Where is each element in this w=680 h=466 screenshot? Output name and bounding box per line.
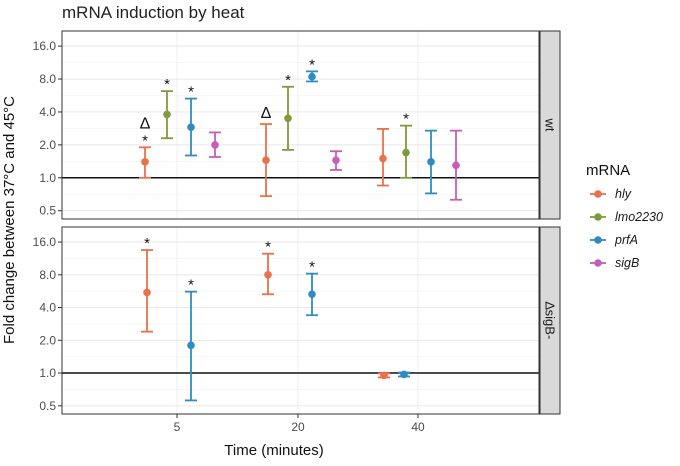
y-tick-label: 2.0 xyxy=(39,138,56,152)
panel-sigb: 0.5 1.0 2.0 4.0 8.0 16.0 * * * * ∆sigB- xyxy=(33,226,561,415)
significance-star: * xyxy=(188,277,194,294)
data-point-lmo2230-20: * xyxy=(282,72,294,151)
x-axis-label: Time (minutes) xyxy=(224,442,323,459)
mean-point xyxy=(427,158,435,166)
legend-key-point xyxy=(594,259,602,267)
legend-label: sigB xyxy=(615,256,639,270)
facet-strip xyxy=(539,226,561,415)
data-point-prfA-20: * xyxy=(306,56,318,83)
panel-border xyxy=(61,30,540,220)
significance-star: * xyxy=(403,111,409,128)
data-point-sigB-20 xyxy=(330,150,342,171)
mean-point xyxy=(262,156,270,164)
data-point-hly-5: *∆ xyxy=(139,115,151,179)
mean-point xyxy=(284,114,292,123)
mean-point xyxy=(163,110,171,119)
legend-label: lmo2230 xyxy=(615,210,663,224)
panel-wt: 0.51.02.04.08.016.0*∆* *∆*** wt xyxy=(33,30,561,220)
facet-strip-label: ∆sigB- xyxy=(543,302,558,340)
y-tick-label: 16.0 xyxy=(33,39,57,53)
data-point-sigB-5 xyxy=(209,131,221,158)
mean-point xyxy=(308,290,316,299)
legend-label: prfA xyxy=(614,233,638,247)
data-point-hly-20: * xyxy=(262,239,274,296)
significance-star: * xyxy=(285,72,291,89)
significance-star: * xyxy=(188,84,194,101)
legend-entry-sigB: sigB xyxy=(590,256,639,270)
data-point-hly-40 xyxy=(377,128,389,187)
facet-strip-label: wt xyxy=(543,118,558,132)
mean-point xyxy=(380,371,388,380)
x-tick-label: 5 xyxy=(174,420,181,434)
data-point-sigB-40 xyxy=(450,129,462,201)
mean-point xyxy=(141,158,149,166)
significance-star: * xyxy=(164,76,170,93)
legend-key-point xyxy=(594,190,602,198)
mean-point xyxy=(332,156,340,164)
legend-label: hly xyxy=(615,187,632,201)
data-point-lmo2230-40: * xyxy=(400,111,412,179)
panel-background xyxy=(62,31,539,219)
legend-key-point xyxy=(594,236,602,244)
legend-entry-prfA: prfA xyxy=(590,233,638,247)
y-tick-label: 1.0 xyxy=(39,171,56,185)
delta-marker: ∆ xyxy=(140,115,150,132)
mean-point xyxy=(264,270,272,279)
data-point-prfA-40 xyxy=(425,129,437,195)
panels-layer: 0.51.02.04.08.016.0*∆* *∆*** wt0.51.02.04.… xyxy=(33,30,561,434)
y-tick-label: 8.0 xyxy=(39,268,56,282)
legend-entry-hly: hly xyxy=(590,187,632,201)
x-tick-label: 20 xyxy=(291,420,305,434)
data-point-hly-40 xyxy=(378,371,390,380)
mean-point xyxy=(143,288,151,297)
mean-point xyxy=(402,148,410,157)
legend-key-point xyxy=(594,213,602,221)
y-tick-label: 4.0 xyxy=(39,301,56,315)
panel-background xyxy=(62,227,539,414)
mean-point xyxy=(452,161,460,170)
mean-point xyxy=(308,72,316,81)
mean-point xyxy=(187,123,195,132)
panel-border xyxy=(61,226,540,415)
mean-point xyxy=(187,341,195,350)
data-point-prfA-5: * xyxy=(185,277,197,402)
data-point-hly-20: ∆ xyxy=(260,105,272,198)
facet-strip xyxy=(539,30,561,220)
chart-title: mRNA induction by heat xyxy=(62,3,245,22)
significance-star: * xyxy=(142,132,148,149)
significance-star: * xyxy=(309,259,315,276)
y-tick-label: 16.0 xyxy=(33,235,57,249)
mean-point xyxy=(400,370,408,379)
legend-title: mRNA xyxy=(586,162,630,179)
significance-star: * xyxy=(265,239,271,256)
data-point-prfA-40 xyxy=(398,370,410,379)
mean-point xyxy=(211,141,219,149)
y-tick-label: 1.0 xyxy=(39,366,56,380)
data-point-lmo2230-5: * xyxy=(161,76,173,140)
delta-marker: ∆ xyxy=(261,105,271,122)
y-tick-label: 4.0 xyxy=(39,105,56,119)
significance-star: * xyxy=(309,56,315,73)
mean-point xyxy=(379,154,387,163)
data-point-hly-5: * xyxy=(141,235,153,333)
data-point-prfA-5: * xyxy=(185,84,197,157)
y-tick-label: 0.5 xyxy=(39,204,56,218)
y-tick-label: 8.0 xyxy=(39,72,56,86)
x-tick-label: 40 xyxy=(411,420,425,434)
y-tick-label: 0.5 xyxy=(39,399,56,413)
y-tick-label: 2.0 xyxy=(39,333,56,347)
significance-star: * xyxy=(144,235,150,252)
legend-entry-lmo2230: lmo2230 xyxy=(590,210,663,224)
data-point-prfA-20: * xyxy=(306,259,318,317)
legend-layer: hly lmo2230 prfA sigB xyxy=(590,187,663,270)
y-axis-label: Fold change between 37°C and 45°C xyxy=(1,96,18,344)
